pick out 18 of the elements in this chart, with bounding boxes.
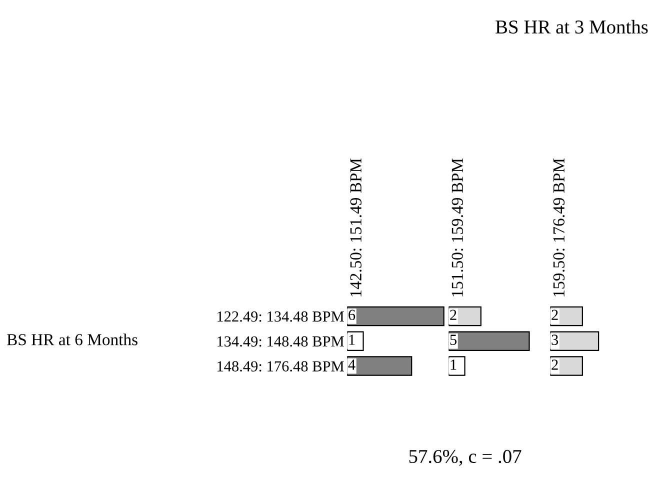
data-label: 2 [552,310,558,320]
data-label: 1 [349,334,355,345]
data-label: 2 [552,360,558,370]
chart-title: 159.50: 176.49 BPM [553,158,565,296]
data-label: 6 [348,310,356,320]
y-tick-label: 122.49: 134.48 BPM [218,311,344,322]
chart-title: 142.50: 151.49 BPM [350,158,362,296]
data-label: 1 [450,360,456,370]
data-label: 3 [552,334,558,345]
data-label: 4 [348,360,356,370]
chart-title: 151.50: 159.49 BPM [452,158,464,296]
y-tick-label: 134.49: 148.48 BPM [218,336,344,347]
y-tick-label: 148.49: 176.48 BPM [218,361,344,372]
data-label: 5 [450,334,457,345]
data-label: 2 [450,310,456,320]
y-axis-title: BS HR at 6 Months [7,334,138,346]
text: 57.6%, c = .07 [409,450,522,466]
text: BS HR at 3 Months [496,20,648,34]
